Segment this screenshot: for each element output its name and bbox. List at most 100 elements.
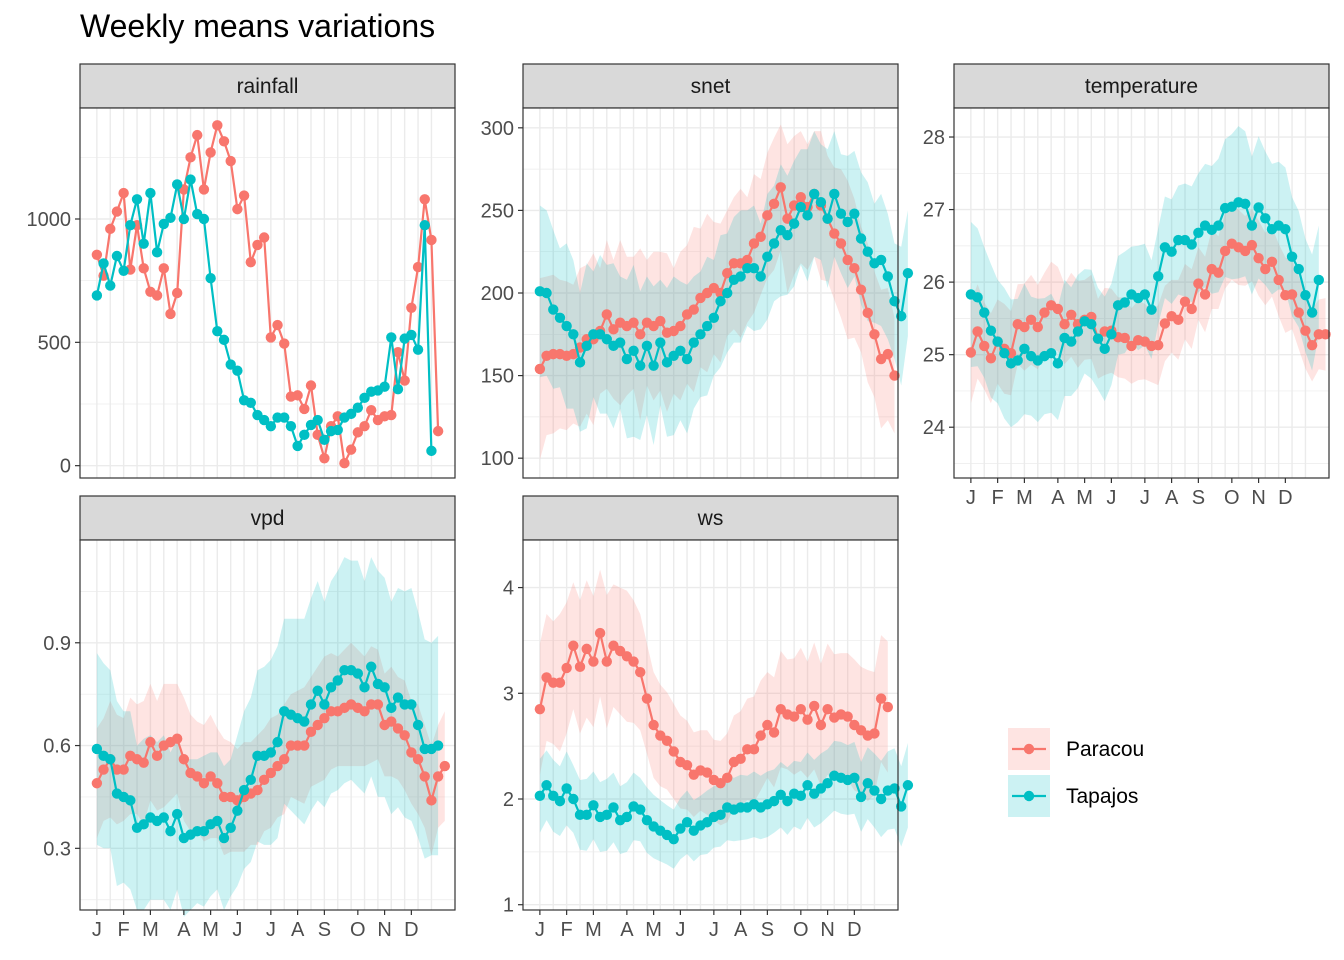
data-point xyxy=(138,819,149,830)
data-point xyxy=(1300,289,1311,301)
data-point xyxy=(1300,325,1311,336)
data-point xyxy=(1059,318,1070,330)
x-tick-label: J xyxy=(1140,487,1150,509)
data-point xyxy=(319,712,330,724)
data-point xyxy=(889,783,900,794)
data-point xyxy=(205,771,216,782)
data-point xyxy=(722,772,733,784)
data-point xyxy=(541,780,552,791)
data-point xyxy=(178,754,190,765)
data-point xyxy=(345,408,357,420)
data-point xyxy=(862,246,873,257)
data-point xyxy=(855,791,867,803)
data-point xyxy=(748,744,760,755)
data-point xyxy=(1313,274,1325,286)
data-point xyxy=(218,136,230,147)
data-point xyxy=(386,716,397,727)
data-point xyxy=(675,823,686,834)
data-point xyxy=(279,754,290,765)
data-point xyxy=(245,256,256,268)
data-point xyxy=(151,247,163,258)
data-point xyxy=(668,833,679,845)
data-point xyxy=(701,767,713,778)
data-point xyxy=(1306,307,1318,318)
x-tick-label: A xyxy=(1051,487,1065,509)
data-point xyxy=(91,743,103,755)
data-point xyxy=(1032,321,1043,333)
data-point xyxy=(628,317,639,328)
data-point xyxy=(292,440,303,452)
data-point xyxy=(1219,245,1231,257)
data-point xyxy=(352,427,364,438)
y-tick-label: 0.3 xyxy=(43,838,71,860)
data-point xyxy=(788,218,800,229)
data-point xyxy=(862,307,873,319)
data-point xyxy=(722,287,733,299)
data-point xyxy=(245,397,256,408)
y-tick-label: 28 xyxy=(923,127,945,149)
data-point xyxy=(252,239,263,251)
y-tick-label: 250 xyxy=(481,200,514,222)
data-point xyxy=(145,736,156,748)
data-point xyxy=(1286,289,1298,300)
data-point xyxy=(762,719,773,731)
data-point xyxy=(245,774,256,786)
data-point xyxy=(171,287,183,299)
x-tick-label: M xyxy=(585,919,602,941)
data-point xyxy=(972,326,983,337)
data-point xyxy=(1253,202,1264,213)
data-point xyxy=(601,656,612,667)
data-point xyxy=(802,714,813,725)
data-point xyxy=(534,703,546,715)
data-point xyxy=(614,337,626,348)
x-tick-label: M xyxy=(1076,487,1093,509)
data-point xyxy=(91,249,103,260)
data-point xyxy=(695,329,706,340)
data-point xyxy=(171,733,183,744)
data-point xyxy=(319,453,330,464)
data-point xyxy=(641,340,653,352)
data-point xyxy=(782,229,793,241)
data-point xyxy=(869,329,880,340)
data-point xyxy=(158,812,169,823)
data-point xyxy=(252,784,263,796)
x-tick-label: A xyxy=(1165,487,1179,509)
data-point xyxy=(1045,348,1057,359)
data-point xyxy=(842,254,853,266)
data-point xyxy=(708,312,720,323)
x-tick-label: O xyxy=(1224,487,1240,509)
data-point xyxy=(561,783,572,794)
facet-strip xyxy=(953,63,1330,109)
data-point xyxy=(1019,343,1030,355)
data-point xyxy=(158,263,169,274)
data-point xyxy=(1166,246,1177,257)
y-tick-label: 0.6 xyxy=(43,736,71,758)
y-tick-label: 200 xyxy=(481,283,514,305)
x-tick-label: S xyxy=(1192,487,1205,509)
data-point xyxy=(426,445,437,457)
x-tick-label: J xyxy=(266,919,276,941)
y-tick-label: 0 xyxy=(60,456,71,478)
data-point xyxy=(406,302,417,313)
facet-strip-label: ws xyxy=(697,507,724,530)
y-tick-label: 1000 xyxy=(27,209,72,231)
data-point xyxy=(151,290,163,301)
data-point xyxy=(332,424,343,436)
y-tick-label: 100 xyxy=(481,448,514,470)
data-point xyxy=(105,223,116,235)
data-point xyxy=(748,263,760,274)
data-point xyxy=(568,348,579,360)
data-point xyxy=(635,360,646,371)
data-point xyxy=(299,403,310,415)
data-point xyxy=(889,370,900,381)
data-point xyxy=(225,822,236,833)
data-point xyxy=(1320,329,1331,340)
x-tick-label: J xyxy=(92,919,102,941)
data-point xyxy=(992,336,1003,347)
data-point xyxy=(755,271,766,282)
data-point xyxy=(775,182,786,193)
data-point xyxy=(165,212,176,223)
data-point xyxy=(265,332,277,343)
data-point xyxy=(882,348,894,360)
